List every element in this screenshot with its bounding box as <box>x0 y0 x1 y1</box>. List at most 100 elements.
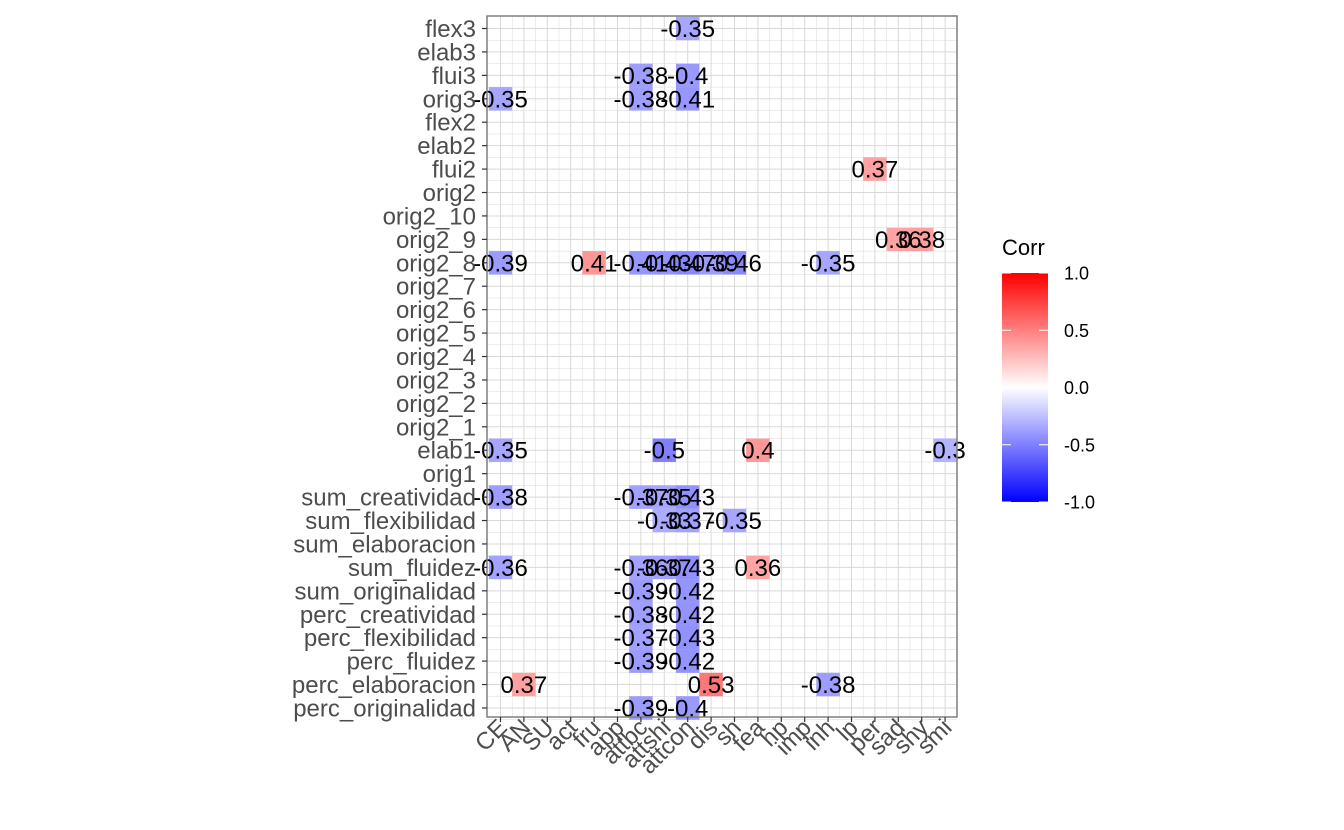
y-tick-label: elab2 <box>417 133 476 160</box>
cell-value-label: -0.36 <box>473 555 528 582</box>
cell-value-label: 0.41 <box>571 250 618 277</box>
y-tick-label: orig2_2 <box>396 391 476 418</box>
cell-value-label: -0.5 <box>644 438 685 465</box>
grid-lines <box>487 16 958 720</box>
heatmap-cell <box>676 16 700 41</box>
heatmap-cell <box>699 672 723 697</box>
heatmap-cell <box>629 579 653 603</box>
y-tick-label: flex3 <box>425 16 476 43</box>
y-tick-label: flui2 <box>432 157 476 184</box>
heatmap-cells <box>488 16 957 720</box>
y-tick-label: sum_fluidez <box>348 555 476 582</box>
cell-value-label: 0.53 <box>688 672 735 699</box>
cell-value-label: -0.37 <box>614 625 669 652</box>
legend-tick-label: 0.5 <box>1064 321 1089 341</box>
cell-value-label: -0.35 <box>637 485 692 512</box>
y-tick-label: orig1 <box>423 461 476 488</box>
cell-value-label: -0.43 <box>660 555 715 582</box>
heatmap-cell <box>676 602 700 626</box>
heatmap-cell <box>652 251 676 275</box>
y-tick-label: perc_fluidez <box>347 649 476 676</box>
heatmap-cell <box>652 438 676 462</box>
cell-value-label: -0.35 <box>473 438 528 465</box>
legend-tick-label: -0.5 <box>1064 435 1095 455</box>
y-tick-label: orig2_6 <box>396 297 476 324</box>
heatmap-cell <box>676 649 700 673</box>
heatmap-cell <box>676 625 700 650</box>
panel-border <box>486 15 958 718</box>
cell-value-label: -0.46 <box>707 250 762 277</box>
heatmap-cell <box>652 485 676 509</box>
heatmap-cell <box>676 87 700 111</box>
heatmap-cell <box>629 649 653 673</box>
y-tick-label: orig2_10 <box>383 203 476 230</box>
y-tick-label: sum_originalidad <box>295 578 476 605</box>
y-tick-label: orig2_1 <box>396 414 476 441</box>
y-tick-label: orig2_9 <box>396 227 476 254</box>
cell-value-label: -0.35 <box>473 86 528 113</box>
heatmap-cell <box>746 438 770 462</box>
heatmap-cell <box>629 625 653 650</box>
heatmap-cell <box>676 508 700 533</box>
cell-value-label: -0.36 <box>614 555 669 582</box>
cell-value-label: 0.4 <box>741 438 774 465</box>
heatmap-cell <box>910 227 934 252</box>
heatmap-cell <box>582 251 606 275</box>
cell-value-label: -0.42 <box>660 578 715 605</box>
cell-value-label: -0.39 <box>684 250 739 277</box>
cell-value-label: -0.37 <box>660 508 715 535</box>
cell-value-label: -0.41 <box>614 250 669 277</box>
heatmap-cell <box>722 508 747 533</box>
y-axis: flex3elab3flui3orig3flex2elab2flui2orig2… <box>292 16 487 722</box>
cell-value-label: -0.38 <box>614 86 669 113</box>
cell-value-label: -0.38 <box>614 63 669 90</box>
legend-title: Corr <box>1002 235 1045 260</box>
cell-value-label: -0.39 <box>614 578 669 605</box>
cell-value-label: -0.38 <box>801 672 856 699</box>
heatmap-cell <box>629 602 653 626</box>
y-tick-label: orig2 <box>423 180 476 207</box>
heatmap-cell <box>676 485 700 509</box>
y-tick-label: orig2_7 <box>396 274 476 301</box>
heatmap-cell <box>488 555 513 580</box>
heatmap-cell <box>488 438 513 462</box>
heatmap-cell <box>816 251 840 275</box>
cell-value-label: -0.38 <box>614 602 669 629</box>
cell-value-label: -0.35 <box>660 16 715 43</box>
cell-value-label: -0.4 <box>667 63 708 90</box>
legend-tick-label: -1.0 <box>1064 493 1095 513</box>
heatmap-cell <box>629 87 653 111</box>
y-tick-label: perc_elaboracion <box>292 672 476 699</box>
heatmap-cell <box>629 485 653 509</box>
cell-value-label: -0.43 <box>637 250 692 277</box>
y-tick-label: perc_originalidad <box>293 695 476 722</box>
y-tick-label: perc_flexibilidad <box>304 625 476 652</box>
cell-value-label: -0.35 <box>801 250 856 277</box>
y-tick-label: flui3 <box>432 63 476 90</box>
legend: Corr 1.0 0.5 0.0 -0.5 -1.0 <box>1002 235 1095 513</box>
heatmap-cell <box>676 696 700 720</box>
cell-value-label: -0.41 <box>660 86 715 113</box>
x-axis: CEANSUactfruappattbcattshiattcondisshfea… <box>470 714 957 780</box>
heatmap-cell <box>933 438 957 462</box>
heatmap-cell <box>488 87 513 111</box>
heatmap-cell <box>629 63 653 88</box>
cell-value-label: -0.35 <box>707 508 762 535</box>
y-tick-label: flex2 <box>425 110 476 137</box>
cell-value-label: -0.38 <box>473 485 528 512</box>
cell-value-label: -0.42 <box>660 602 715 629</box>
y-tick-label: orig2_8 <box>396 250 476 277</box>
heatmap-cell <box>676 251 700 275</box>
cell-value-label: -0.43 <box>660 625 715 652</box>
cell-value-label: -0.33 <box>637 508 692 535</box>
heatmap-cell <box>676 555 700 580</box>
heatmap-cell <box>863 157 887 181</box>
y-tick-label: perc_creatividad <box>300 602 476 629</box>
y-tick-label: sum_elaboracion <box>293 531 476 558</box>
heatmap-cell <box>488 251 513 275</box>
cell-value-label: -0.39 <box>473 250 528 277</box>
y-tick-label: elab1 <box>417 438 476 465</box>
heatmap-cell <box>746 555 770 580</box>
heatmap-cell <box>816 672 840 697</box>
heatmap-cell <box>629 555 653 580</box>
